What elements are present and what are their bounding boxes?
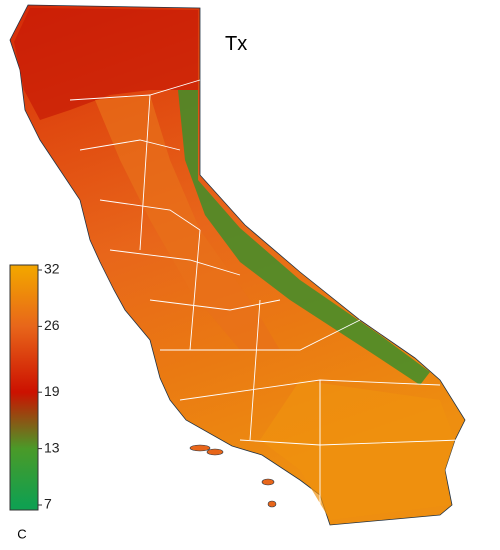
sierra-green [178,90,430,385]
colorbar [9,264,39,511]
map-title: Tx [225,33,247,55]
colorbar-tick-label: 26 [44,317,60,333]
islands [189,444,277,508]
colorbar-tick-label: 7 [44,496,52,512]
desert-orange [260,380,455,520]
california [9,4,466,526]
county-lines [69,79,461,520]
north-red-zone [14,8,198,120]
colorbar-tick-label: 19 [44,383,60,399]
central-valley [95,95,280,350]
colorbar-tick-label: 32 [44,261,60,277]
colorbar-tick-label: 13 [44,439,60,455]
colorbar-unit: C [17,526,26,541]
